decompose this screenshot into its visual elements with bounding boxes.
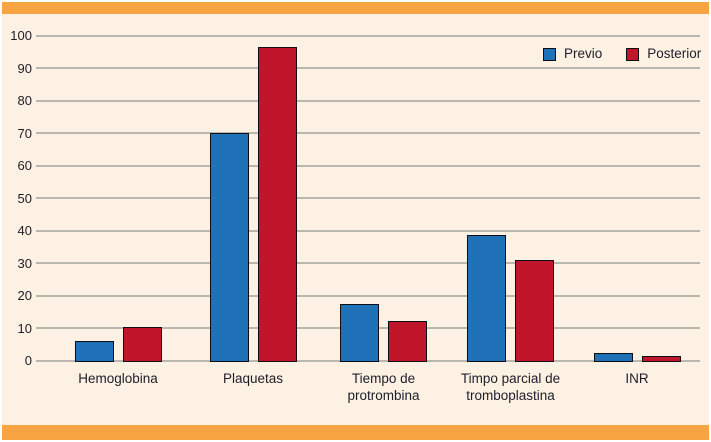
x-axis-category-label: Plaquetas [222, 371, 284, 386]
legend: Previo Posterior [543, 47, 701, 61]
y-axis-tick-label: 60 [17, 158, 32, 173]
y-axis-tick-label: 90 [17, 60, 32, 76]
legend-item-previo: Previo [543, 47, 602, 61]
gridline-y70 [36, 132, 700, 134]
gridline-y40 [36, 229, 700, 232]
y-axis-tick-label: 50 [17, 190, 32, 206]
legend-swatch-previo [543, 47, 556, 61]
gridline-y80 [36, 99, 700, 102]
bar-posterior-2 [257, 46, 297, 362]
y-axis-tick-label: 0 [24, 353, 32, 368]
x-axis-category-label: Tiempo de protrombina [347, 371, 420, 403]
legend-label-previo: Previo [564, 46, 603, 61]
y-axis-tick-label: 40 [17, 223, 32, 238]
bar-posterior-1 [122, 327, 162, 362]
y-axis-tick-label: 10 [17, 320, 32, 336]
bar-posterior-5 [641, 355, 681, 362]
gridline-y30 [36, 262, 700, 264]
y-axis-tick-label: 70 [17, 125, 32, 141]
bar-previo-4 [467, 235, 506, 362]
bar-posterior-4 [515, 260, 554, 362]
x-axis-category-label: Hemoglobina [78, 371, 158, 386]
gridline-y60 [36, 164, 700, 167]
top-border-band [2, 2, 709, 14]
bar-previo-3 [340, 303, 379, 362]
x-axis-category-label: Timpo parcial de tromboplastina [460, 371, 561, 403]
y-axis-tick-label: 100 [10, 28, 32, 43]
bottom-border-band [2, 425, 709, 440]
legend-swatch-posterior [626, 47, 640, 61]
y-axis-tick-label: 30 [17, 255, 32, 271]
bar-previo-2 [209, 133, 249, 362]
chart-area: Previo Posterior 0 10 20 30 40 50 60 70 80 90 100 H… [2, 14, 709, 425]
bar-previo-1 [74, 341, 114, 362]
bar-posterior-3 [388, 320, 427, 362]
gridline-y90 [36, 67, 700, 69]
legend-item-posterior: Posterior [626, 47, 701, 61]
gridline-y20 [36, 294, 700, 297]
y-axis-tick-label: 80 [17, 93, 32, 108]
gridline-y50 [36, 197, 700, 199]
gridline-y100 [36, 34, 700, 37]
legend-label-posterior: Posterior [647, 46, 702, 61]
bar-previo-5 [593, 353, 633, 362]
y-axis-tick-label: 20 [17, 288, 32, 303]
x-axis-category-label: INR [625, 371, 649, 386]
